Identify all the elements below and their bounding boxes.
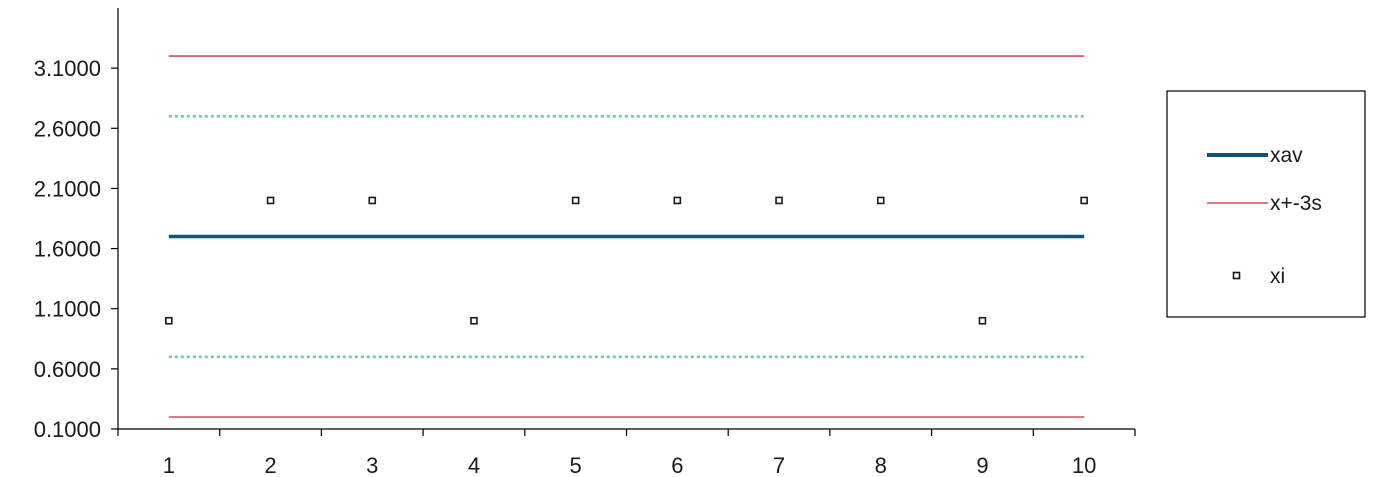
legend-label-xi: xi	[1270, 265, 1285, 288]
x-tick-label: 4	[468, 453, 480, 477]
y-tick-label: 2.1000	[34, 176, 101, 201]
y-tick-label: 2.6000	[34, 116, 101, 141]
x-tick-label: 1	[163, 453, 175, 477]
plot-lines	[168, 55, 1085, 418]
xi-point	[266, 196, 275, 205]
x-tick-label: 2	[264, 453, 276, 477]
x-tick-label: 9	[976, 453, 988, 477]
xi-point	[368, 196, 377, 205]
xi-point	[978, 316, 987, 325]
legend-label-xav: xav	[1270, 144, 1303, 167]
x-tick-label: 3	[366, 453, 378, 477]
xi-point	[775, 196, 783, 205]
y-tick-label: 1.6000	[34, 237, 101, 262]
y-tick-label: 3.1000	[34, 56, 101, 81]
legend: xav x+-3s xi	[1166, 90, 1366, 318]
xi-point	[673, 196, 682, 205]
x-tick-label: 8	[875, 453, 887, 477]
xi-point	[470, 316, 478, 325]
xi-point	[876, 196, 885, 205]
plot-markers	[165, 196, 1088, 325]
xi-point	[571, 196, 580, 205]
axes: 0.1000 0.6000 1.1000 1.6000 2.1000 2.6000 3.10…	[34, 8, 1136, 477]
x-tick-label: 7	[773, 453, 785, 477]
legend-label-x3s: x+-3s	[1270, 192, 1322, 215]
legend-swatch-xi	[1232, 271, 1241, 280]
xi-point	[165, 316, 173, 325]
y-tick-label: 1.1000	[34, 297, 101, 322]
legend-box	[1166, 90, 1366, 318]
xi-point	[1080, 196, 1088, 205]
x-tick-label: 5	[570, 453, 582, 477]
x-tick-label: 6	[671, 453, 683, 477]
y-tick-label: 0.1000	[34, 417, 101, 442]
x-tick-label: 10	[1072, 453, 1096, 477]
y-tick-label: 0.6000	[34, 357, 101, 382]
